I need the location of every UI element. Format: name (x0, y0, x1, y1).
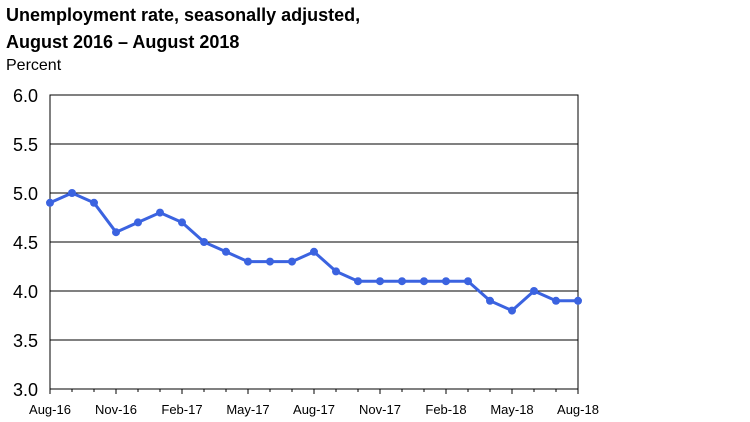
data-point (464, 277, 472, 286)
data-point (134, 218, 142, 227)
y-axis-label: Percent (6, 57, 62, 74)
y-tick-label: 4.5 (13, 233, 38, 253)
x-tick-label: Feb-18 (425, 402, 466, 417)
data-point (398, 277, 406, 286)
data-point (222, 247, 230, 256)
data-point (552, 296, 560, 305)
data-point (266, 257, 274, 266)
chart-title-line1: Unemployment rate, seasonally adjusted, (6, 5, 361, 25)
x-tick-label: May-17 (226, 402, 269, 417)
x-tick-label: Feb-17 (161, 402, 202, 417)
y-tick-label: 4.0 (13, 282, 38, 302)
data-point (90, 198, 98, 207)
data-point (310, 247, 318, 256)
data-point (420, 277, 428, 286)
data-point (574, 296, 582, 305)
data-point (288, 257, 296, 266)
data-point (178, 218, 186, 227)
y-tick-label: 5.5 (13, 135, 38, 155)
chart-title: Unemployment rate, seasonally adjusted, … (6, 2, 360, 56)
x-tick-label: May-18 (490, 402, 533, 417)
y-tick-label: 5.0 (13, 184, 38, 204)
x-tick-label: Aug-16 (29, 402, 71, 417)
x-tick-label: Aug-18 (557, 402, 599, 417)
data-point (442, 277, 450, 286)
data-point (68, 189, 76, 197)
data-point (486, 296, 494, 305)
data-point (112, 228, 120, 237)
data-point (46, 198, 54, 207)
x-tick-label: Nov-16 (95, 402, 137, 417)
data-point (244, 257, 252, 266)
x-tick-label: Nov-17 (359, 402, 401, 417)
y-tick-label: 3.0 (13, 380, 38, 400)
y-tick-label: 6.0 (13, 86, 38, 106)
chart-title-line2: August 2016 – August 2018 (6, 32, 240, 52)
data-point (508, 306, 516, 315)
data-point (200, 238, 208, 246)
data-point (530, 287, 538, 295)
data-point (332, 267, 340, 276)
data-point (354, 277, 362, 286)
y-tick-label: 3.5 (13, 331, 38, 351)
x-tick-label: Aug-17 (293, 402, 335, 417)
data-point (376, 277, 384, 286)
data-point (156, 208, 164, 217)
